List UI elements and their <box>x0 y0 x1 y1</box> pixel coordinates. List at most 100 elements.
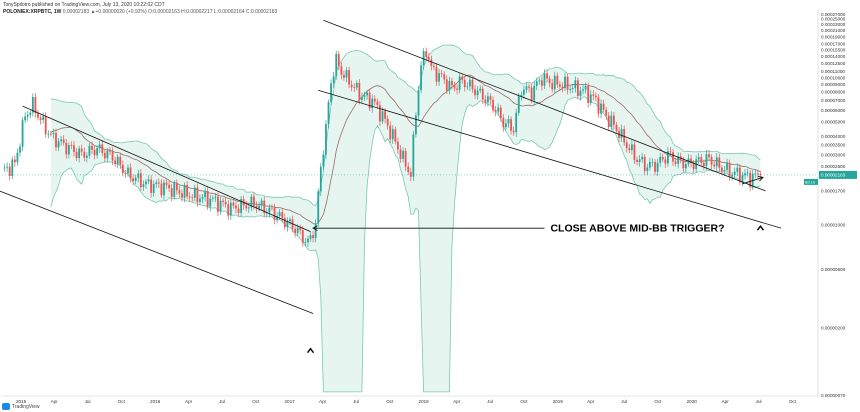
x-tick-label: 2020 <box>687 399 698 404</box>
candle-body <box>641 156 644 160</box>
bollinger-basis-line <box>50 74 761 225</box>
candle-body <box>332 76 335 84</box>
candle-body <box>648 162 651 168</box>
candle-body <box>217 196 219 212</box>
candle-body <box>448 80 451 91</box>
candle-body <box>258 205 260 209</box>
candle-body <box>628 148 631 151</box>
candle-body <box>121 164 124 174</box>
tradingview-label: TradingView <box>12 403 40 410</box>
candle-body <box>240 199 243 213</box>
candle-body <box>646 167 649 172</box>
candle-body <box>692 163 695 170</box>
candle-body <box>376 101 379 106</box>
candle-body <box>749 172 752 187</box>
candle-body <box>165 182 168 185</box>
candle-body <box>52 132 55 135</box>
candle-body <box>289 219 291 222</box>
y-tick-label: 0.00000200 <box>821 326 846 331</box>
x-tick-label: Oct <box>386 399 394 404</box>
candle-body <box>199 198 201 202</box>
candle-body <box>756 173 759 175</box>
y-tick-label: 0.00012500 <box>821 61 846 66</box>
candle-body <box>286 221 289 228</box>
candle-body <box>39 117 42 120</box>
candle-body <box>661 156 664 160</box>
candle-body <box>93 149 96 156</box>
candle-body <box>530 87 533 101</box>
candle-body <box>111 151 114 161</box>
candle-body <box>299 227 302 231</box>
arrow-1-head <box>312 225 318 231</box>
y-tick-label: 0.00007000 <box>821 98 846 103</box>
candle-body <box>188 196 191 198</box>
candle-body <box>746 172 749 174</box>
candle-body <box>690 158 692 164</box>
candle-body <box>181 193 183 198</box>
candle-body <box>322 154 325 167</box>
candle-body <box>607 115 610 128</box>
candle-body <box>487 96 489 103</box>
candle-body <box>101 144 104 153</box>
candle-body <box>371 98 374 109</box>
candle-body <box>754 173 757 175</box>
y-tick-label: 0.00014000 <box>821 54 846 59</box>
candle-body <box>283 217 286 228</box>
candle-body <box>466 86 469 88</box>
candle-body <box>98 144 101 149</box>
candle-body <box>150 179 153 193</box>
candle-body <box>88 145 91 156</box>
candle-body <box>461 76 464 80</box>
candle-body <box>116 156 119 164</box>
candle-body <box>589 94 592 104</box>
candle-body <box>109 150 111 152</box>
candle-body <box>379 105 381 122</box>
candle-body <box>232 202 235 206</box>
candle-body <box>114 160 117 164</box>
candle-body <box>669 151 672 153</box>
candle-body <box>70 145 73 147</box>
candle-body <box>247 207 250 209</box>
candle-body <box>597 97 600 114</box>
candle-body <box>445 79 448 91</box>
candle-body <box>170 188 173 197</box>
candle-body <box>389 125 392 140</box>
candle-body <box>350 84 353 88</box>
x-tick-label: Jul <box>487 399 493 404</box>
candle-body <box>682 159 685 169</box>
x-tick-label: 2016 <box>150 399 161 404</box>
x-tick-label: Oct <box>789 399 797 404</box>
candle-body <box>175 182 178 191</box>
x-tick-label: Jul <box>85 399 91 404</box>
candle-body <box>353 87 356 89</box>
candle-body <box>594 95 597 98</box>
candle-body <box>147 179 150 182</box>
candle-body <box>417 90 420 116</box>
candle-body <box>160 183 163 196</box>
candle-body <box>260 200 263 206</box>
candle-body <box>499 107 502 118</box>
candle-body <box>546 73 548 79</box>
candle-body <box>263 200 266 214</box>
candle-body <box>435 66 438 82</box>
candle-body <box>399 149 402 159</box>
y-tick-label: 0.00021000 <box>821 28 846 33</box>
candle-body <box>281 212 284 218</box>
trendline-4 <box>318 89 782 229</box>
candle-body <box>3 167 6 169</box>
last-price-badge <box>819 170 857 179</box>
candle-body <box>697 157 700 160</box>
candle-body <box>127 167 129 174</box>
candle-body <box>196 187 199 202</box>
candle-body <box>579 90 582 97</box>
candle-body <box>605 109 608 116</box>
candle-body <box>715 157 718 167</box>
candle-body <box>271 207 273 209</box>
bollinger-upper-line <box>50 44 761 207</box>
candle-body <box>702 162 705 166</box>
candle-body <box>651 161 654 163</box>
candle-body <box>551 83 554 90</box>
y-tick-label: 0.00017000 <box>821 41 846 46</box>
